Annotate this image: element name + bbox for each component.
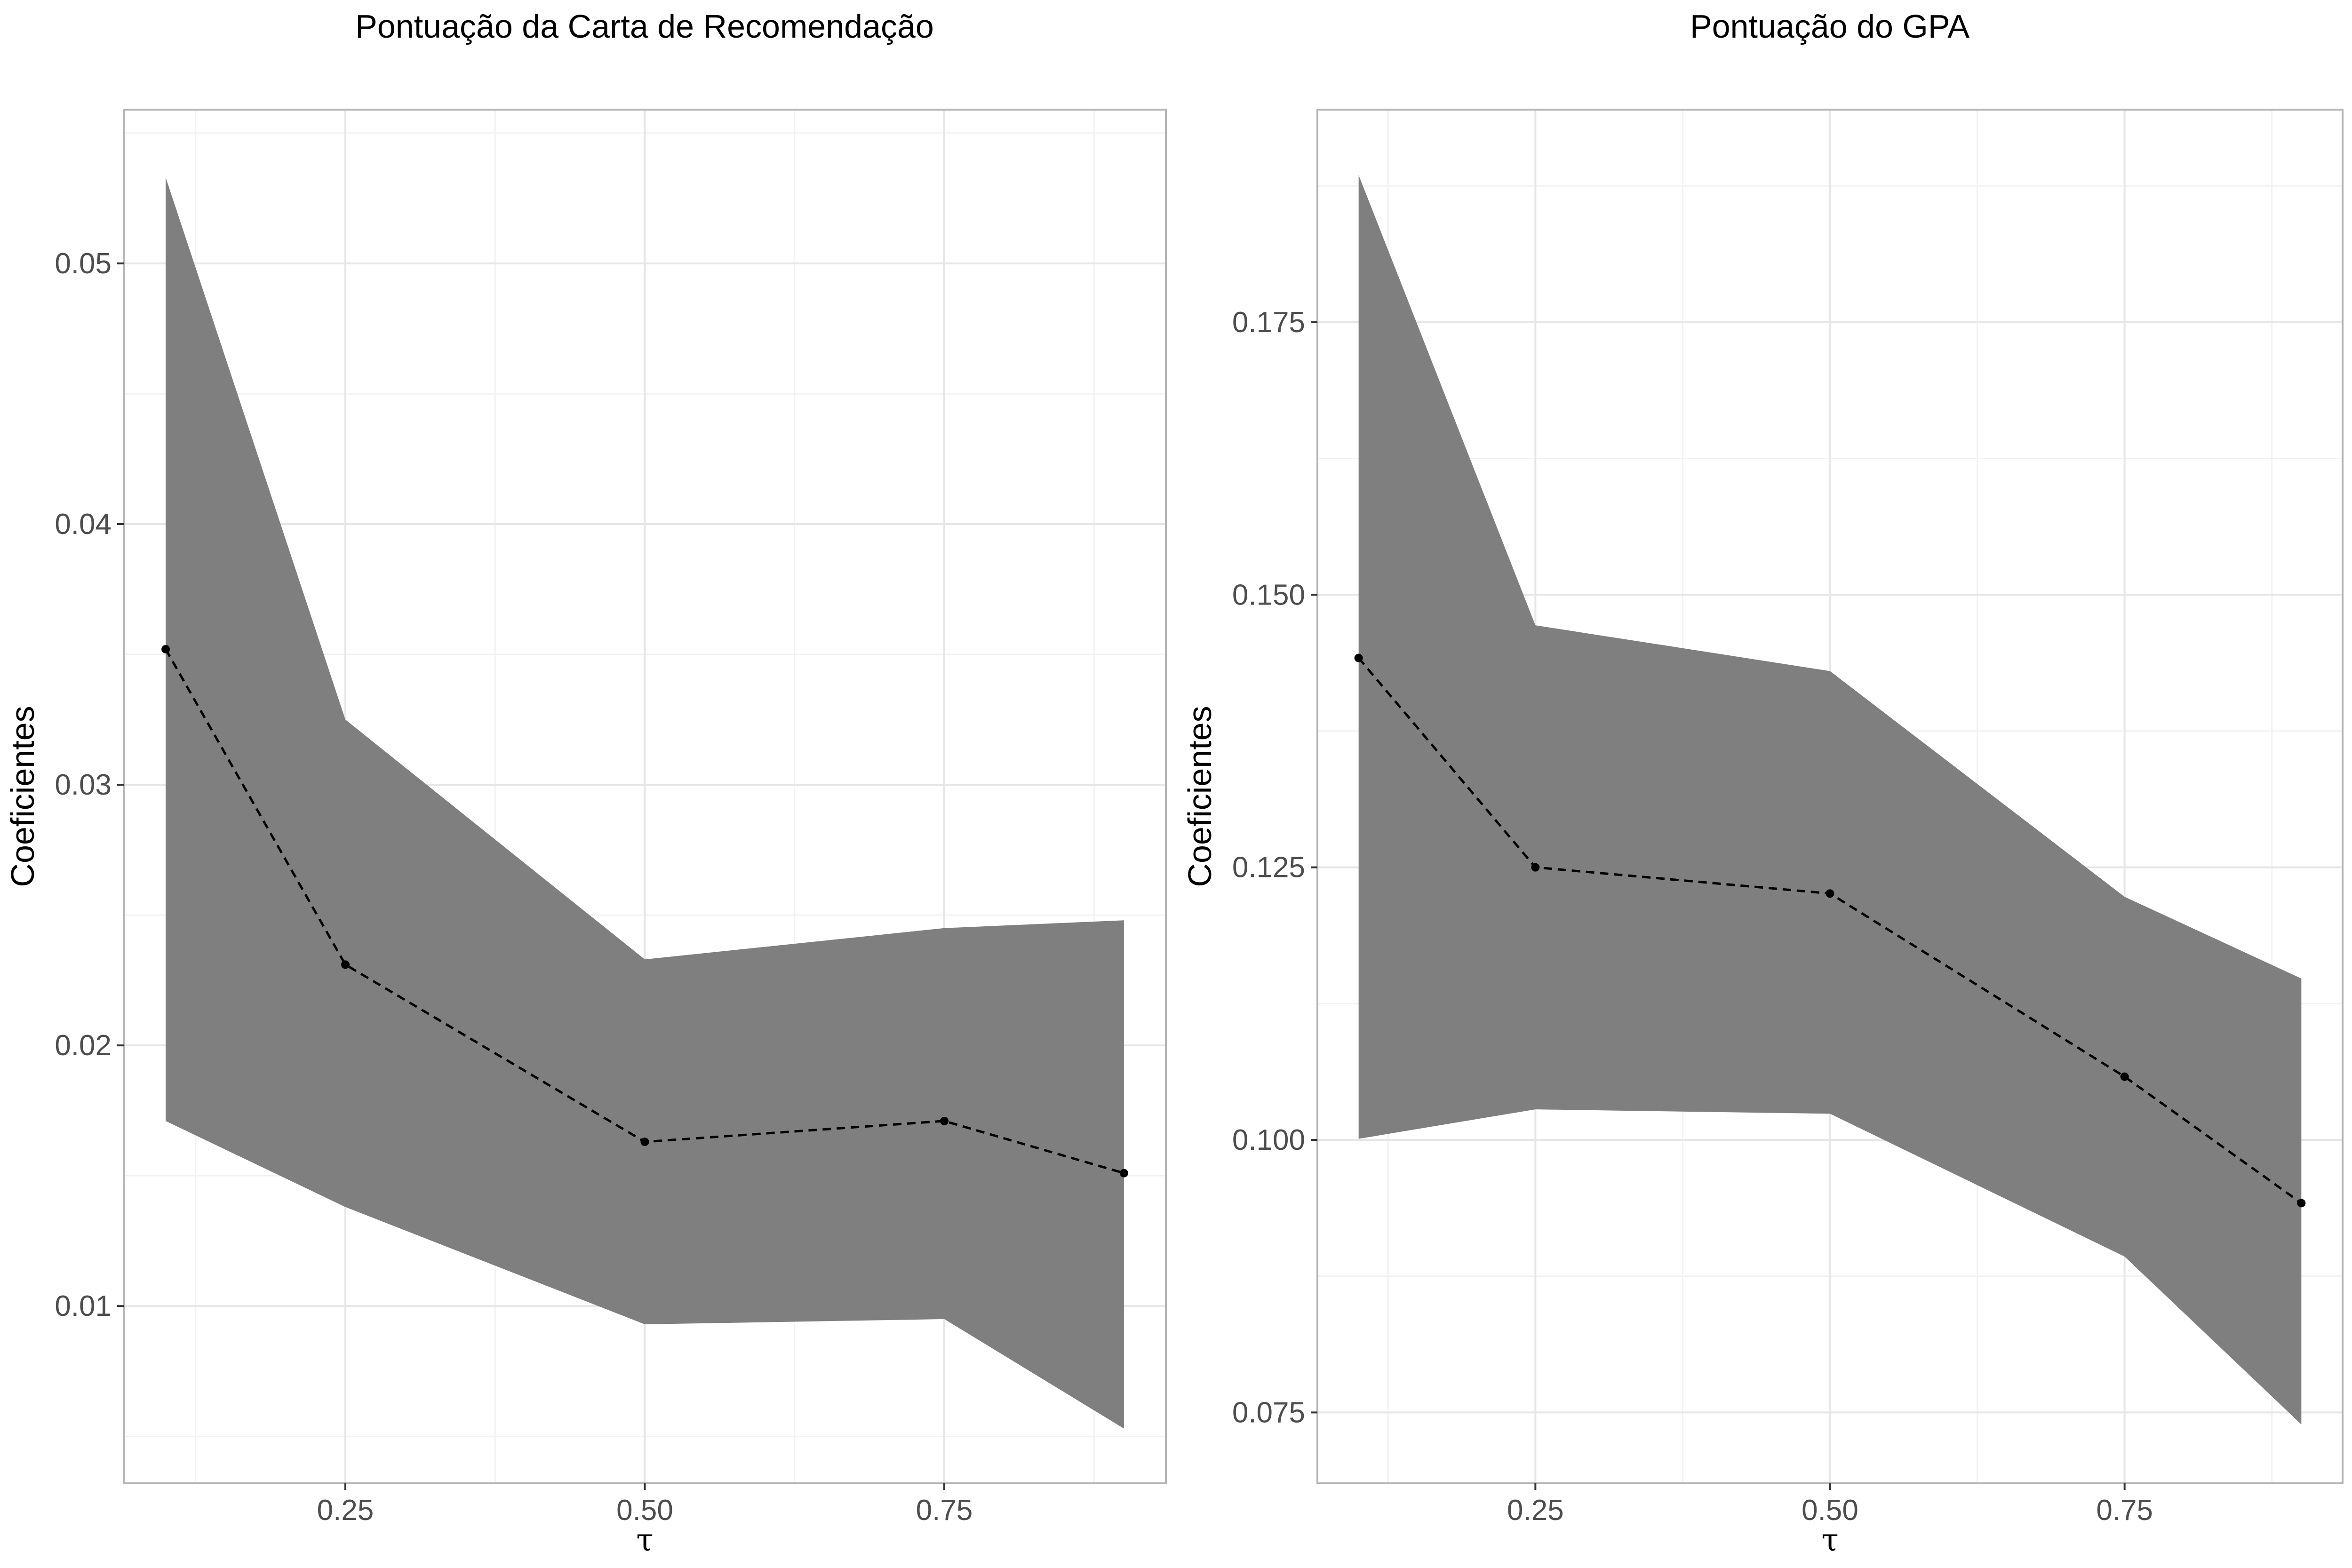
y-tick-label: 0.03	[55, 769, 112, 801]
x-tick-label: 0.75	[2096, 1494, 2153, 1527]
data-point	[640, 1138, 649, 1146]
x-tick-label: 0.50	[1802, 1494, 1858, 1527]
data-point	[1119, 1169, 1128, 1178]
data-point	[1531, 863, 1540, 872]
data-point	[2297, 1199, 2306, 1208]
x-tick-label: 0.75	[916, 1494, 973, 1527]
x-axis-label: τ	[1821, 1522, 1839, 1558]
y-axis-label: Coeficientes	[1181, 706, 1218, 887]
chart-panel-2: 0.25 0.50 0.75 0.075 0.100 0.125 0.150 0.175 Pon…	[1181, 8, 2344, 1558]
x-tick-label: 0.25	[317, 1494, 374, 1527]
x-tick-label: 0.25	[1507, 1494, 1564, 1527]
x-axis-label: τ	[636, 1522, 654, 1558]
y-tick-label: 0.05	[55, 247, 112, 280]
y-tick-label: 0.01	[55, 1290, 112, 1322]
y-tick-label: 0.100	[1232, 1124, 1305, 1156]
data-point	[1354, 653, 1363, 662]
y-tick-label: 0.175	[1232, 306, 1305, 339]
data-point	[2120, 1072, 2129, 1081]
chart-panel-1: 0.25 0.50 0.75 0.01 0.02 0.03 0.04 0.05 Pontuaçã…	[4, 8, 1167, 1558]
data-point	[940, 1116, 949, 1125]
confidence-band	[166, 177, 1124, 1429]
data-point	[161, 645, 170, 653]
y-axis-label: Coeficientes	[4, 706, 41, 887]
y-tick-label: 0.02	[55, 1029, 112, 1062]
y-tick-label: 0.150	[1232, 579, 1305, 611]
y-tick-label: 0.125	[1232, 852, 1305, 884]
y-tick-label: 0.04	[55, 508, 112, 541]
data-point	[1826, 889, 1834, 898]
data-point	[341, 960, 350, 969]
confidence-band	[1358, 175, 2302, 1425]
y-tick-label: 0.075	[1232, 1396, 1305, 1429]
chart-title: Pontuação do GPA	[1690, 8, 1969, 45]
x-tick-label: 0.50	[616, 1494, 673, 1527]
chart-title: Pontuação da Carta de Recomendação	[355, 8, 934, 45]
